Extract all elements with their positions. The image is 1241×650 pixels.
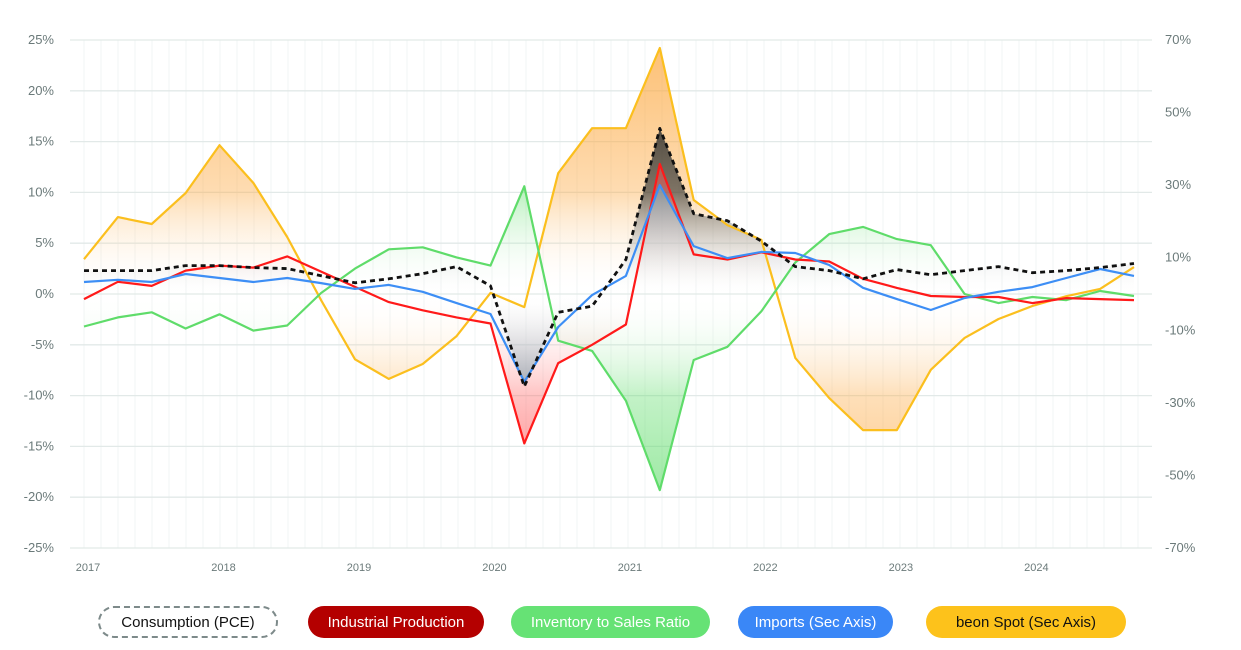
x-tick-label: 2018 (211, 562, 235, 574)
series-line-imports-sec-axis- (83, 184, 1135, 383)
y-tick-label: -5% (31, 337, 55, 352)
y-tick-label: -10% (24, 388, 55, 403)
series-area-4 (84, 48, 1134, 431)
y-axis-left: 25% 20% 15% 10% 5% 0% -5% -10% -15% -20% -25% (24, 32, 55, 555)
x-tick-label: 2022 (753, 562, 777, 574)
legend-label: Imports (Sec Axis) (754, 613, 877, 631)
y2-tick-label: -10% (1165, 322, 1196, 337)
x-tick-label: 2019 (347, 562, 371, 574)
y2-tick-label: -30% (1165, 395, 1196, 410)
legend-item-industrial-production[interactable]: Industrial Production (308, 606, 484, 638)
legend-label: beon Spot (Sec Axis) (955, 613, 1097, 631)
y-tick-label: -20% (24, 489, 55, 504)
series-line-inventory-to-sales-ratio (83, 185, 1135, 492)
series-lines (83, 46, 1135, 492)
x-tick-label: 2017 (76, 562, 100, 574)
x-axis: 2017 2018 2019 2020 2021 2022 2023 2024 (76, 562, 1049, 574)
legend: Consumption (PCE) Industrial Production … (0, 606, 1241, 638)
y2-tick-label: 10% (1165, 250, 1191, 265)
chart: 25% 20% 15% 10% 5% 0% -5% -10% -15% -20% -25% 70% 5… (24, 32, 1196, 574)
x-tick-label: 2021 (618, 562, 642, 574)
y-tick-label: 10% (28, 184, 54, 199)
y-tick-label: 5% (35, 235, 54, 250)
series-area-1 (84, 164, 1134, 444)
series-line-consumption-pce- (84, 127, 1135, 388)
y2-tick-label: 50% (1165, 105, 1191, 120)
legend-label: Consumption (PCE) (121, 613, 255, 631)
y-tick-label: 15% (28, 134, 54, 149)
legend-item-imports[interactable]: Imports (Sec Axis) (738, 606, 893, 638)
series-line-industrial-production (83, 162, 1135, 445)
series-area-3 (84, 185, 1134, 382)
series-area-2 (84, 186, 1134, 491)
legend-item-consumption[interactable]: Consumption (PCE) (98, 606, 278, 638)
y-tick-label: 20% (28, 83, 54, 98)
y-tick-label: -25% (24, 540, 55, 555)
y-tick-label: -15% (24, 438, 55, 453)
series-areas (84, 48, 1134, 491)
series-line-beon-spot-sec-axis- (83, 46, 1135, 432)
x-tick-label: 2023 (889, 562, 913, 574)
legend-item-beon-spot[interactable]: beon Spot (Sec Axis) (926, 606, 1126, 638)
legend-label: Industrial Production (327, 613, 465, 631)
y-tick-label: 25% (28, 32, 54, 47)
y2-tick-label: 70% (1165, 32, 1191, 47)
y-tick-label: 0% (35, 286, 54, 301)
y2-tick-label: -50% (1165, 467, 1196, 482)
legend-item-inventory-to-sales[interactable]: Inventory to Sales Ratio (511, 606, 710, 638)
legend-label: Inventory to Sales Ratio (530, 613, 691, 631)
x-tick-label: 2020 (482, 562, 506, 574)
y-axis-right: 70% 50% 30% 10% -10% -30% -50% -70% (1165, 32, 1196, 555)
x-tick-label: 2024 (1024, 562, 1048, 574)
y2-tick-label: 30% (1165, 177, 1191, 192)
y2-tick-label: -70% (1165, 540, 1196, 555)
